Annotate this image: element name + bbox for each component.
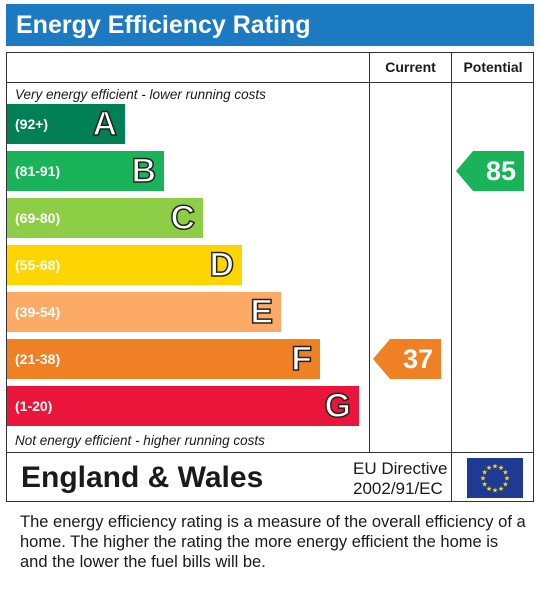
potential-column-header: Potential [463,59,523,75]
band-letter: B [131,151,157,191]
eu-star-icon: ★ [486,485,492,493]
band-range: (21-38) [15,351,61,367]
band-letter: C [170,198,196,238]
region-label: England & Wales [21,461,264,494]
directive-line2: 2002/91/EC [353,479,443,498]
band-range: (92+) [15,116,49,132]
band-c: (69-80) C [7,198,203,238]
rating-chart: Current Potential Very energy efficient … [6,52,534,502]
eu-star-icon: ★ [492,487,498,495]
eu-star-icon: ★ [502,469,508,477]
eu-star-icon: ★ [498,464,504,472]
header-divider [7,82,533,83]
eu-star-icon: ★ [481,469,487,477]
band-letter: E [250,292,274,332]
flag-divider [451,452,452,501]
current-column-divider [369,53,370,452]
eu-flag-icon: ★ ★ ★ ★ ★ ★ ★ ★ ★ ★ ★ ★ [467,458,523,498]
band-d: (55-68) D [7,245,242,285]
inefficient-caption: Not energy efficient - higher running co… [15,433,265,448]
eu-star-icon: ★ [486,464,492,472]
directive-line1: EU Directive [353,459,448,478]
eu-directive: EU Directive 2002/91/EC [353,459,447,499]
band-letter: F [290,339,312,379]
band-b: (81-91) B [7,151,164,191]
eu-star-icon: ★ [492,463,498,471]
description-text: The energy efficiency rating is a measur… [20,513,526,571]
footer-divider [7,452,533,453]
eu-star-icon: ★ [480,475,486,483]
eu-star-icon: ★ [481,481,487,489]
band-range: (69-80) [15,210,61,226]
efficient-caption: Very energy efficient - lower running co… [15,87,266,102]
band-g: (1-20) G [7,386,359,426]
current-column-header: Current [385,59,436,75]
band-f: (21-38) F [7,339,320,379]
band-letter: G [324,386,352,426]
eu-star-icon: ★ [498,485,504,493]
band-range: (39-54) [15,304,61,320]
potential-rating-arrow: 85 [456,151,524,191]
band-a: (92+) A [7,104,125,144]
band-range: (1-20) [15,398,53,414]
eu-star-icon: ★ [504,475,510,483]
band-range: (55-68) [15,257,61,273]
potential-column-divider [451,53,452,452]
band-range: (81-91) [15,163,61,179]
current-rating-arrow: 37 [373,339,441,379]
page-title: Energy Efficiency Rating [6,4,534,46]
band-letter: D [209,245,235,285]
band-letter: A [92,104,118,144]
eu-star-icon: ★ [502,481,508,489]
band-e: (39-54) E [7,292,281,332]
